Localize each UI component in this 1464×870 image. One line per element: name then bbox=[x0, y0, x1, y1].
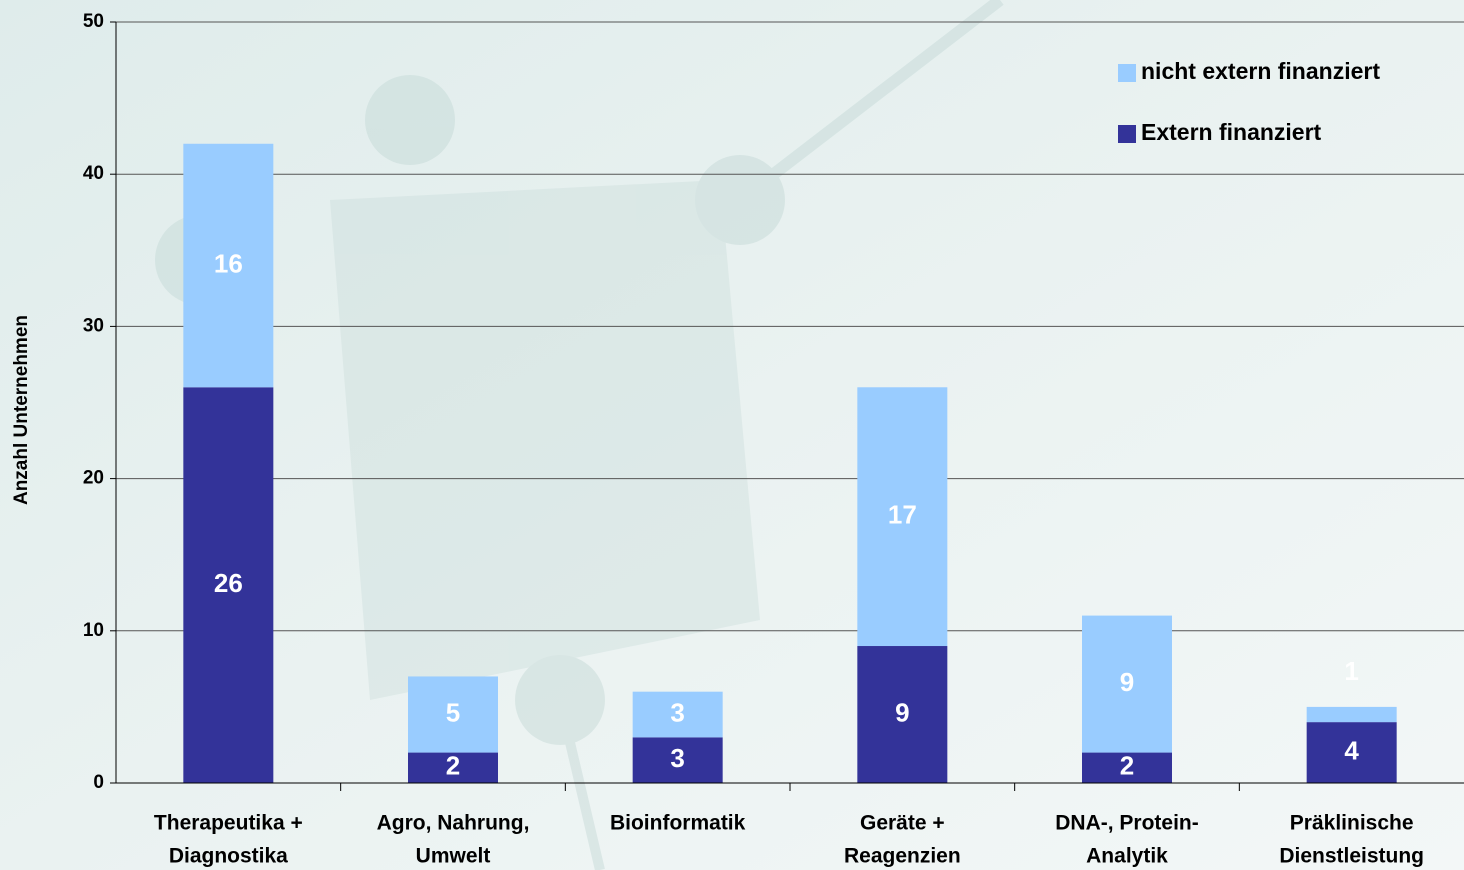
bar-segment bbox=[183, 143, 274, 388]
bar-segment bbox=[1306, 706, 1397, 723]
value-label: 3 bbox=[670, 743, 684, 773]
value-label: 2 bbox=[1120, 751, 1134, 781]
x-tick-label: Reagenzien bbox=[844, 845, 961, 868]
legend-swatch bbox=[1118, 125, 1136, 143]
x-tick-label: DNA-, Protein- bbox=[1055, 812, 1199, 835]
bar-segment bbox=[632, 691, 723, 738]
x-tick-label: Analytik bbox=[1086, 845, 1168, 868]
x-tick-label: Umwelt bbox=[416, 845, 491, 868]
bar-segment bbox=[1082, 752, 1172, 783]
bar-segment bbox=[1082, 615, 1172, 753]
value-label: 17 bbox=[888, 500, 917, 530]
value-label: 3 bbox=[670, 697, 684, 727]
value-label: 16 bbox=[214, 248, 243, 278]
y-tick-label: 50 bbox=[83, 11, 104, 32]
value-label: 26 bbox=[214, 568, 243, 598]
y-axis-label: Anzahl Unternehmen bbox=[11, 315, 32, 505]
bar-segment bbox=[857, 646, 948, 783]
bar-segment bbox=[408, 752, 498, 783]
x-tick-label: Bioinformatik bbox=[610, 812, 746, 835]
legend-label: Extern finanziert bbox=[1141, 119, 1322, 145]
y-tick-label: 0 bbox=[93, 772, 104, 793]
bar-segment bbox=[857, 387, 948, 647]
y-tick-label: 40 bbox=[83, 163, 104, 184]
value-label: 4 bbox=[1344, 735, 1359, 765]
value-label: 9 bbox=[895, 697, 909, 727]
y-tick-label: 30 bbox=[83, 315, 104, 336]
bar-segment bbox=[183, 387, 274, 783]
legend-label: nicht extern finanziert bbox=[1141, 58, 1380, 84]
x-tick-label: Diagnostika bbox=[169, 845, 288, 868]
x-tick-label: Präklinische bbox=[1290, 812, 1414, 835]
x-tick-label: Dienstleistung bbox=[1279, 845, 1424, 868]
x-tick-label: Geräte + bbox=[860, 812, 945, 835]
x-tick-label: Agro, Nahrung, bbox=[377, 812, 530, 835]
x-tick-label: Therapeutika + bbox=[154, 812, 303, 835]
y-tick-label: 10 bbox=[83, 620, 104, 641]
bar-segment bbox=[408, 676, 498, 753]
value-label: 9 bbox=[1120, 667, 1134, 697]
legend-swatch bbox=[1118, 64, 1136, 82]
y-tick-label: 20 bbox=[83, 468, 104, 489]
bar-segment bbox=[632, 737, 723, 783]
value-label: 5 bbox=[446, 697, 460, 727]
value-label: 2 bbox=[446, 751, 460, 781]
bar-segment bbox=[1306, 722, 1397, 783]
value-label: 1 bbox=[1344, 656, 1358, 686]
